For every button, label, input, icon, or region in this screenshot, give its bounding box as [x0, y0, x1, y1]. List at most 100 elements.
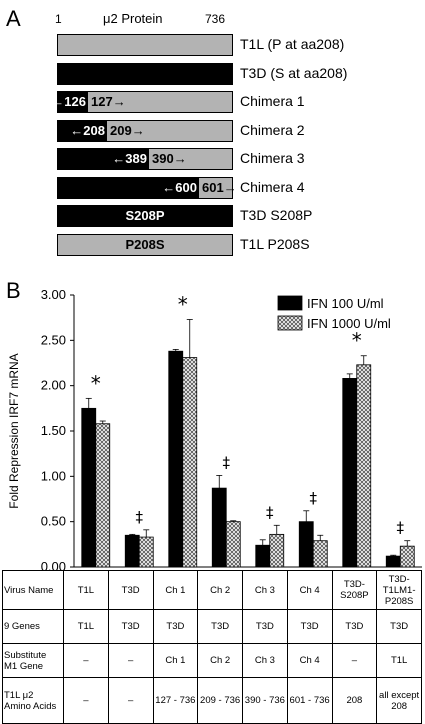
table-cell: Ch 3: [242, 570, 288, 610]
construct-bar: S208P: [57, 205, 233, 227]
row-header: Substitute M1 Gene: [2, 643, 64, 678]
construct-name: T3D (S at aa208): [240, 64, 348, 81]
y-tick-label: 2.00: [41, 378, 66, 393]
construct-segment: [58, 63, 232, 84]
significance-mark: ‡: [397, 519, 405, 537]
table-cell: T3D-T1LM1-P208S: [376, 570, 422, 610]
table-cell: Ch 3: [242, 643, 288, 678]
legend-swatch: [277, 315, 303, 331]
bar-ifn1000: [356, 364, 372, 568]
y-tick-label: 2.50: [41, 332, 66, 347]
table-cell: Ch 2: [197, 570, 243, 610]
construct-right-label: 209→: [110, 122, 145, 138]
table-cell: Ch 1: [152, 570, 199, 610]
bar-ifn1000: [225, 521, 241, 568]
legend-swatch: [277, 295, 303, 311]
table-row: Substitute M1 Gene – – Ch 1 Ch 2 Ch 3 Ch 4– T1L: [2, 643, 422, 678]
row-header: 9 Genes: [2, 609, 64, 644]
virus-info-table: Virus Name T1L T3D Ch 1 Ch 2 Ch 3 Ch 4 T3D-S208…: [2, 570, 422, 724]
bar-ifn1000: [138, 536, 154, 568]
bar-ifn1000: [399, 545, 415, 568]
construct-left-label: ←600: [162, 179, 197, 195]
construct-segment: [58, 206, 232, 226]
construct-right-label: 601→: [202, 179, 237, 195]
construct-bar: [57, 34, 233, 56]
construct-bar: ←389 390→: [57, 148, 233, 170]
significance-mark: ‡: [223, 453, 231, 471]
bar-ifn1000: [95, 423, 111, 568]
construct-segment-t3d: [58, 149, 149, 169]
table-cell: –: [63, 643, 109, 678]
bar-ifn100: [385, 555, 401, 568]
table-cell: T1L: [63, 609, 109, 644]
legend-label: IFN 1000 U/ml: [307, 316, 391, 331]
panel-b-letter: B: [6, 278, 21, 303]
construct-left-label: ←208: [70, 122, 105, 138]
table-cell: T3D: [331, 609, 378, 644]
construct-center-label: P208S: [125, 236, 165, 252]
construct-center-label: S208P: [125, 208, 165, 223]
construct-right-label: 390→: [152, 151, 187, 166]
table-cell: T1L: [63, 570, 109, 610]
bar-ifn1000: [269, 533, 285, 568]
construct-name: Chimera 4: [240, 178, 305, 195]
table-cell: 208: [331, 677, 378, 724]
table-cell: 601 - 736: [286, 677, 333, 724]
bar-ifn100: [298, 521, 314, 568]
bar-ifn100: [124, 534, 140, 568]
table-row: 9 Genes T1L T3D T3D T3D T3D T3D T3D T3D: [2, 609, 422, 644]
bar-ifn100: [255, 544, 271, 568]
construct-segment-t1l: [199, 177, 232, 198]
table-cell: Ch 1: [152, 643, 199, 678]
bar-ifn100: [168, 350, 184, 568]
table-cell: T3D-S208P: [331, 570, 378, 610]
table-cell: T3D: [152, 609, 199, 644]
construct-name: Chimera 1: [240, 93, 305, 109]
bar-ifn100: [81, 407, 97, 568]
table-cell: Ch 4: [286, 643, 333, 678]
y-tick-label: 3.00: [41, 287, 66, 302]
construct-bar: [57, 62, 233, 85]
construct-name: Chimera 3: [240, 150, 305, 166]
table-cell: –: [331, 643, 378, 678]
construct-segment: [58, 35, 232, 55]
significance-mark: *: [352, 329, 362, 353]
construct-segment-t1l: [88, 92, 232, 112]
construct-name: T1L P208S: [240, 235, 310, 252]
ruler-title: μ2 Protein: [103, 11, 163, 26]
table-cell: –: [107, 677, 154, 724]
table-cell: T3D: [197, 609, 243, 644]
construct-segment-t1l: [107, 120, 232, 141]
construct-segment: [58, 234, 232, 255]
table-cell: T3D: [376, 609, 422, 644]
y-axis-label: Fold Repression IRF7 mRNA: [7, 353, 21, 508]
table-cell: 127 - 736: [152, 677, 199, 724]
y-tick-label: 0.50: [41, 514, 66, 529]
y-tick-label: 1.00: [41, 468, 66, 483]
significance-mark: ‡: [310, 489, 318, 507]
bar-ifn100: [211, 487, 227, 568]
table-cell: T3D: [107, 609, 154, 644]
row-header: T1L μ2 Amino Acids: [2, 677, 64, 724]
table-cell: T3D: [242, 609, 288, 644]
construct-bar: ←600 601→: [57, 176, 237, 199]
table-cell: –: [63, 677, 109, 724]
row-header: Virus Name: [2, 570, 64, 610]
construct-name: T3D S208P: [240, 207, 313, 223]
table-cell: T1L: [376, 643, 422, 678]
construct-segment-t3d: [58, 92, 88, 112]
bar-ifn1000: [312, 540, 328, 568]
table-cell: T3D: [286, 609, 333, 644]
construct-left-label: ←126: [51, 94, 86, 109]
legend-label: IFN 100 U/ml: [307, 296, 384, 311]
panel-a-letter: A: [6, 6, 21, 31]
construct-name: Chimera 2: [240, 121, 305, 138]
ruler-end-label: 736: [205, 12, 226, 26]
construct-segment-t1l: [149, 149, 232, 169]
ruler-start-label: 1: [55, 12, 62, 26]
table-row: Virus Name T1L T3D Ch 1 Ch 2 Ch 3 Ch 4 T3D-S208…: [2, 570, 422, 610]
table-cell: 390 - 736: [242, 677, 288, 724]
table-cell: T3D: [107, 570, 154, 610]
table-cell: –: [107, 643, 154, 678]
